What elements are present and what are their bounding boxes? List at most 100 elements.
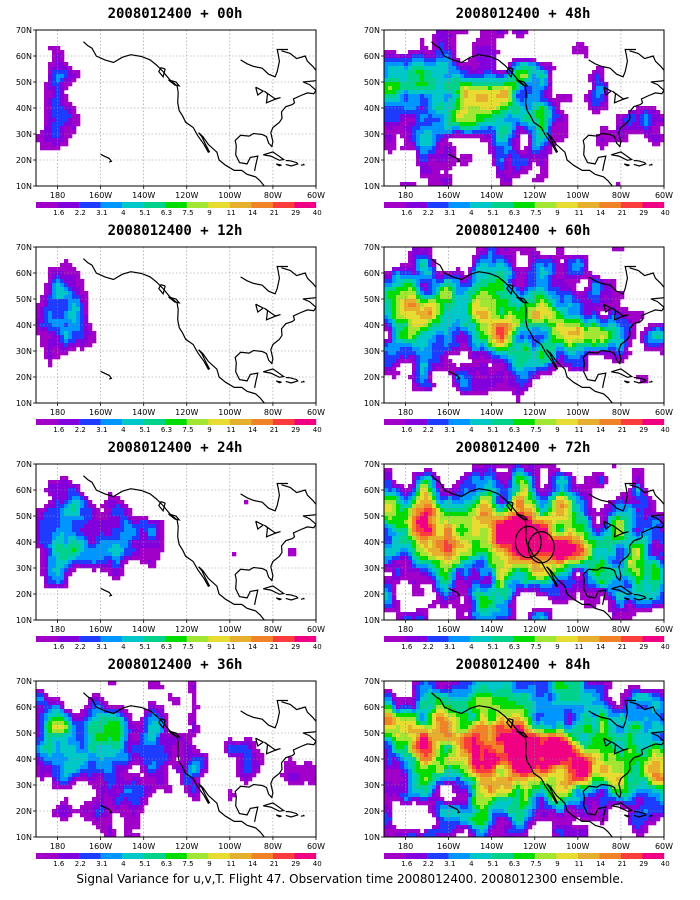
map-panel-48h: 2008012400 + 48h 10N 20N 30N 40N 50N 60N 70N 180… xyxy=(348,0,698,218)
variance-cell xyxy=(472,50,477,55)
variance-cell xyxy=(516,142,521,147)
variance-cell xyxy=(120,741,125,746)
variance-cell xyxy=(100,781,105,786)
coastline xyxy=(275,814,282,818)
variance-cell xyxy=(192,769,197,774)
variance-cell xyxy=(132,821,137,826)
variance-cell xyxy=(528,78,533,83)
lon-tick-label: 140W xyxy=(480,191,503,200)
variance-cell xyxy=(488,98,493,103)
variance-cell xyxy=(492,379,497,384)
variance-cell xyxy=(436,54,441,59)
variance-cell xyxy=(96,809,101,814)
variance-cell xyxy=(392,275,397,280)
variance-cell xyxy=(388,146,393,151)
variance-cell xyxy=(84,496,89,501)
lat-tick-label: 70N xyxy=(16,677,32,686)
variance-cell xyxy=(488,247,493,252)
variance-cell xyxy=(420,162,425,167)
variance-cell xyxy=(112,745,117,750)
colorbar-swatch xyxy=(122,636,144,642)
variance-cell xyxy=(72,733,77,738)
variance-cell xyxy=(420,303,425,308)
variance-cell xyxy=(452,74,457,79)
colorbar-swatch xyxy=(448,202,471,208)
variance-cell xyxy=(584,46,589,51)
variance-cell xyxy=(424,351,429,356)
variance-cell xyxy=(124,741,129,746)
variance-cell xyxy=(388,106,393,111)
lat-tick-label: 20N xyxy=(16,373,32,382)
colorbar-swatch xyxy=(534,202,557,208)
colorbar-swatch xyxy=(251,419,274,425)
variance-cell xyxy=(452,347,457,352)
variance-cell xyxy=(440,319,445,324)
variance-cell xyxy=(516,82,521,87)
variance-cell xyxy=(420,142,425,147)
variance-cell xyxy=(436,343,441,348)
variance-cell xyxy=(104,516,109,521)
variance-cell xyxy=(460,74,465,79)
variance-cell xyxy=(104,721,109,726)
variance-cell xyxy=(72,781,77,786)
variance-cell xyxy=(432,34,437,39)
variance-cell xyxy=(508,263,513,268)
variance-cell xyxy=(620,134,625,139)
variance-cell xyxy=(164,777,169,782)
variance-cell xyxy=(476,42,481,47)
variance-cell xyxy=(468,311,473,316)
variance-cell xyxy=(548,138,553,143)
variance-cell xyxy=(56,813,61,818)
variance-cell xyxy=(72,492,77,497)
variance-cell xyxy=(184,765,189,770)
variance-cell xyxy=(388,291,393,296)
variance-cell xyxy=(52,134,57,139)
variance-cell xyxy=(512,98,517,103)
variance-cell xyxy=(496,150,501,155)
variance-cell xyxy=(152,536,157,541)
variance-cell xyxy=(492,363,497,368)
variance-cell xyxy=(144,516,149,521)
variance-cell xyxy=(108,769,113,774)
variance-cell xyxy=(440,355,445,360)
variance-cell xyxy=(416,319,421,324)
variance-cell xyxy=(540,74,545,79)
variance-cell xyxy=(192,685,197,690)
variance-cell xyxy=(476,90,481,95)
variance-cell xyxy=(112,572,117,577)
variance-cell xyxy=(384,114,389,119)
variance-cell xyxy=(56,544,61,549)
variance-cell xyxy=(84,753,89,758)
variance-cell xyxy=(444,339,449,344)
variance-cell xyxy=(64,343,69,348)
variance-cell xyxy=(444,335,449,340)
variance-cell xyxy=(80,556,85,561)
lon-tick-label: 140W xyxy=(132,408,155,417)
variance-cell xyxy=(92,544,97,549)
variance-cell xyxy=(412,315,417,320)
variance-cell xyxy=(148,733,153,738)
variance-cell xyxy=(384,367,389,372)
variance-cell xyxy=(548,142,553,147)
coastline xyxy=(240,265,288,295)
variance-cell xyxy=(52,777,57,782)
variance-cell xyxy=(448,363,453,368)
variance-cell xyxy=(44,126,49,131)
variance-cell xyxy=(384,315,389,320)
variance-cell xyxy=(644,134,649,139)
coastline xyxy=(281,267,316,298)
variance-cell xyxy=(484,70,489,75)
variance-cell xyxy=(232,741,237,746)
variance-cell xyxy=(496,319,501,324)
variance-cell xyxy=(312,781,316,786)
variance-cell xyxy=(96,737,101,742)
variance-cell xyxy=(436,70,441,75)
lat-tick-label: 60N xyxy=(364,52,380,61)
variance-cell xyxy=(96,781,101,786)
variance-cell xyxy=(148,560,153,565)
variance-cell xyxy=(40,721,45,726)
variance-cell xyxy=(76,307,81,312)
variance-cell xyxy=(44,757,49,762)
variance-cell xyxy=(120,532,125,537)
